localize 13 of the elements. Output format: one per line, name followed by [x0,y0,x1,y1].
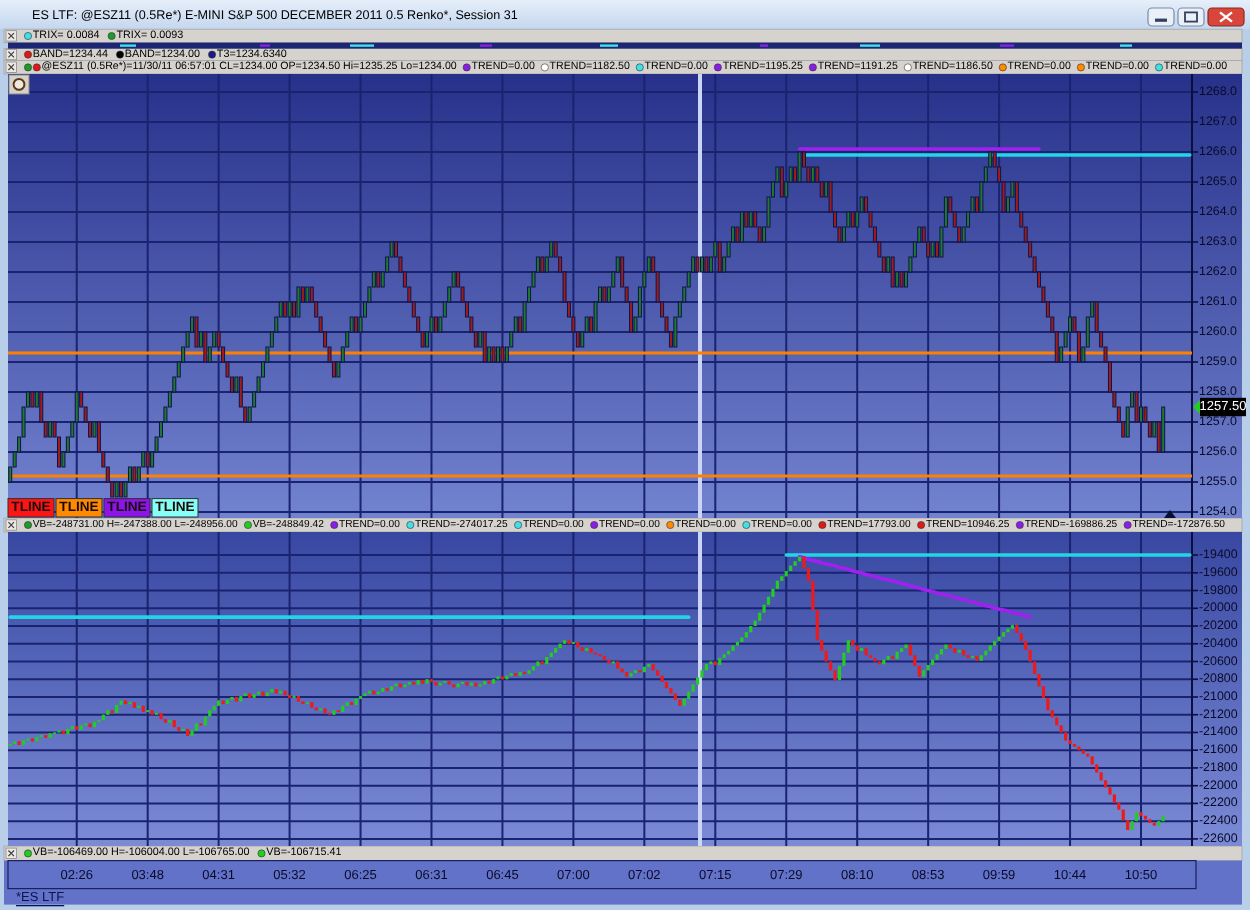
candlestick [1161,406,1166,453]
candlestick [203,331,208,363]
candlestick [779,166,784,198]
candlestick [482,331,487,363]
candlestick [1134,391,1139,423]
candlestick [797,151,802,183]
candlestick [296,286,301,318]
candlestick [194,316,199,348]
candlestick [717,241,722,273]
candlestick [739,211,744,243]
candlestick [890,256,895,288]
candlestick [815,609,819,641]
line-series [797,555,1032,619]
